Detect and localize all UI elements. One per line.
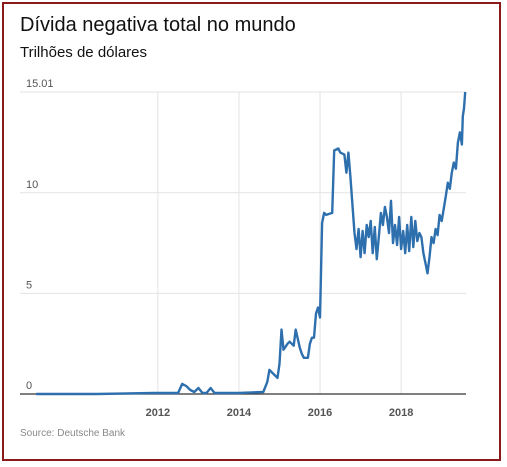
- x-tick-label: 2018: [389, 407, 413, 419]
- y-tick-label: 0: [26, 380, 32, 392]
- series-line: [36, 91, 467, 396]
- x-tick-label: 2016: [308, 407, 332, 419]
- x-tick-label: 2014: [227, 407, 252, 419]
- x-tick-label: 2012: [146, 407, 170, 419]
- chart-source: Source: Deutsche Bank: [20, 428, 126, 439]
- chart-frame: [2, 2, 501, 461]
- y-tick-label: 5: [26, 279, 32, 291]
- chart-title: Dívida negativa total no mundo: [20, 14, 296, 36]
- chart-subtitle: Trilhões de dólares: [20, 44, 148, 61]
- y-tick-label: 10: [26, 179, 38, 191]
- y-tick-label: 15.01: [26, 78, 54, 90]
